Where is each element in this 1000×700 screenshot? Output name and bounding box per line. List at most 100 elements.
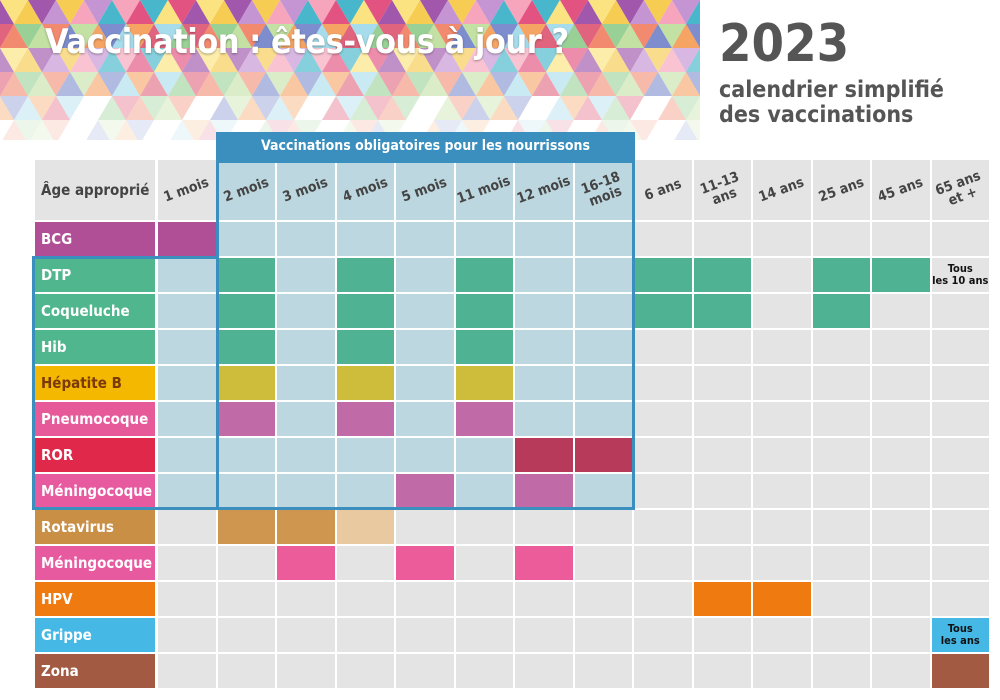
empty-cell: [158, 582, 216, 616]
banner-triangle: [30, 120, 54, 140]
banner-triangle: [350, 120, 378, 140]
banner-triangle: [112, 24, 140, 48]
empty-cell: [812, 222, 870, 256]
empty-cell: [515, 510, 573, 544]
banner-triangle: [434, 48, 462, 72]
empty-cell: [396, 438, 454, 472]
banner-triangle: [140, 72, 168, 96]
banner-triangle: [630, 0, 658, 24]
banner-triangle: [448, 48, 476, 72]
banner-triangle: [476, 72, 504, 96]
banner-triangle: [392, 24, 420, 48]
banner-triangle: [420, 0, 448, 24]
empty-cell: [515, 582, 573, 616]
recall-note-line: les ans: [940, 634, 980, 647]
banner-triangle: [490, 0, 518, 24]
empty-cell: [931, 294, 989, 328]
banner-triangle: [336, 96, 364, 120]
subtitle-line-1: calendrier simplifié: [719, 77, 944, 103]
banner-triangle: [448, 72, 476, 96]
banner-triangle: [210, 72, 238, 96]
empty-cell: [753, 258, 811, 292]
banner-triangle: [14, 24, 42, 48]
banner-triangle: [336, 72, 364, 96]
banner-triangle: [70, 24, 98, 48]
banner-triangle: [168, 48, 196, 72]
banner-triangle: [42, 48, 70, 72]
banner-triangle: [86, 120, 110, 140]
banner-triangle: [98, 24, 126, 48]
banner-triangle: [602, 24, 630, 48]
vaccine-name: HPV: [35, 582, 155, 616]
empty-cell: [872, 402, 930, 436]
calendar-subtitle: calendrier simplifié des vaccinations: [719, 78, 944, 128]
banner-triangle: [532, 0, 560, 24]
banner-triangle: [462, 96, 490, 120]
banner-triangle: [378, 0, 406, 24]
empty-cell: [931, 474, 989, 508]
age-column-header: 65 ans et +: [931, 160, 989, 220]
banner-triangle: [518, 24, 546, 48]
banner-triangle: [504, 0, 532, 24]
banner-triangle: [0, 72, 28, 96]
banner-triangle: [322, 96, 350, 120]
empty-cell: [277, 366, 335, 400]
age-column-header: 25 ans: [812, 160, 870, 220]
empty-cell: [812, 582, 870, 616]
banner-triangle: [196, 24, 224, 48]
recall-note: Tous les ans: [931, 618, 989, 652]
banner-triangle: [350, 96, 378, 120]
age-label-line: 45 ans: [875, 174, 926, 206]
empty-cell: [336, 618, 394, 652]
banner-triangle: [168, 24, 196, 48]
banner-triangle: [350, 24, 378, 48]
banner-triangle: [84, 0, 112, 24]
dose-cell: [515, 546, 573, 580]
banner-triangle: [658, 48, 686, 72]
empty-cell: [158, 438, 216, 472]
banner-triangle: [602, 48, 630, 72]
banner-triangle: [350, 48, 378, 72]
empty-cell: [574, 474, 632, 508]
vaccine-name: Hépatite B: [35, 366, 155, 400]
banner-triangle: [154, 0, 182, 24]
empty-cell: [455, 222, 513, 256]
empty-cell: [872, 366, 930, 400]
empty-cell: [158, 258, 216, 292]
banner-triangle: [126, 48, 154, 72]
age-label-line: 25 ans: [816, 174, 867, 206]
banner-triangle: [504, 24, 532, 48]
dose-cell: [336, 258, 394, 292]
recall-note-line: les 10 ans: [932, 274, 989, 287]
banner-triangle: [28, 0, 56, 24]
banner-triangle: [434, 0, 462, 24]
banner-triangle: [630, 72, 658, 96]
empty-cell: [515, 330, 573, 364]
banner-triangle: [308, 48, 336, 72]
banner-triangle: [532, 24, 560, 48]
age-label: 12 mois: [515, 173, 573, 207]
empty-cell: [158, 654, 216, 688]
banner-triangle: [140, 0, 168, 24]
vaccine-name: ROR: [35, 438, 155, 472]
empty-cell: [693, 222, 751, 256]
dose-cell: [515, 438, 573, 472]
banner-triangle: [588, 24, 616, 48]
banner-triangle: [42, 24, 70, 48]
empty-cell: [753, 438, 811, 472]
banner-triangle: [392, 48, 420, 72]
banner-triangle: [560, 48, 588, 72]
banner-triangle: [154, 96, 182, 120]
empty-cell: [812, 438, 870, 472]
empty-cell: [574, 258, 632, 292]
dose-cell: [336, 366, 394, 400]
age-column-header: 3 mois: [277, 160, 335, 220]
empty-cell: [455, 618, 513, 652]
banner-triangle: [364, 24, 392, 48]
dose-cell: [455, 366, 513, 400]
banner-triangle: [406, 0, 434, 24]
banner-triangle: [518, 72, 546, 96]
dose-cell: [872, 258, 930, 292]
empty-cell: [277, 222, 335, 256]
banner-triangle: [392, 0, 420, 24]
